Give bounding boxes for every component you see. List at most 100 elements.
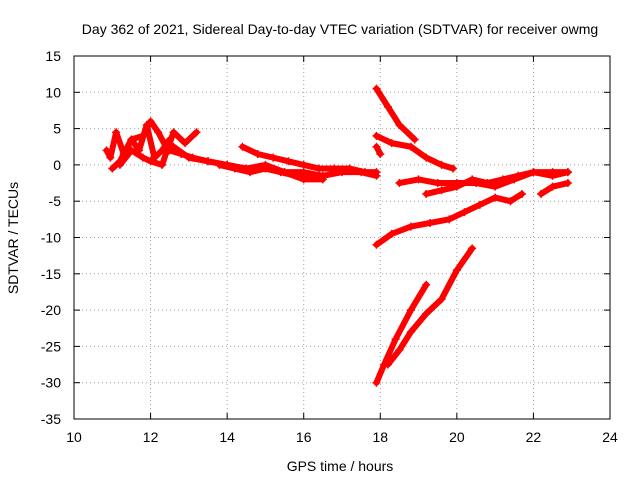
data-series (372, 189, 526, 249)
data-point (169, 128, 178, 137)
data-point (230, 164, 239, 173)
data-point (372, 168, 381, 177)
data-point (452, 182, 461, 191)
data-series (422, 168, 572, 198)
tick-labels: 10 12 14 16 18 20 22 24 -35 -30 -25 -20 -15 -10 -5 0 5 10… (41, 48, 618, 445)
x-tick-label: 16 (296, 429, 312, 445)
data-point (391, 335, 400, 344)
x-tick-label: 10 (66, 429, 82, 445)
data-point (261, 164, 270, 173)
series-layer (102, 84, 572, 387)
data-point (422, 280, 431, 289)
x-axis-label: GPS time / hours (287, 458, 394, 474)
data-point (387, 229, 396, 238)
series-trace (538, 180, 571, 197)
data-series (165, 146, 381, 180)
y-tick-label: -10 (41, 230, 61, 246)
x-tick-label: 14 (219, 429, 235, 445)
data-point (506, 197, 515, 206)
data-point (483, 179, 492, 188)
y-tick-label: 5 (53, 121, 61, 137)
data-point (548, 182, 557, 191)
data-point (422, 189, 431, 198)
data-point (360, 168, 369, 177)
data-point (475, 200, 484, 209)
series-trace (373, 190, 525, 248)
data-point (376, 150, 385, 159)
data-point (529, 168, 538, 177)
data-point (315, 164, 324, 173)
data-point (406, 222, 415, 231)
data-point (154, 128, 163, 137)
data-series (537, 179, 572, 198)
series-trace (116, 129, 200, 168)
data-point (307, 171, 316, 180)
data-point (387, 139, 396, 148)
data-point (330, 164, 339, 173)
data-point (437, 186, 446, 195)
data-point (548, 171, 557, 180)
data-point (437, 295, 446, 304)
data-point (422, 309, 431, 318)
data-point (449, 164, 458, 173)
data-series (372, 84, 419, 144)
data-point (491, 193, 500, 202)
y-axis-label: SDTVAR / TECUs (5, 182, 21, 294)
data-point (238, 142, 247, 151)
data-point (292, 171, 301, 180)
x-tick-label: 20 (449, 429, 465, 445)
data-point (146, 117, 155, 126)
data-point (318, 175, 327, 184)
data-point (372, 84, 381, 93)
data-point (269, 153, 278, 162)
data-point (127, 135, 136, 144)
data-point (115, 160, 124, 169)
data-point (426, 218, 435, 227)
data-point (445, 215, 454, 224)
data-series (372, 131, 458, 173)
data-series (115, 128, 201, 169)
data-point (468, 175, 477, 184)
data-point (372, 142, 381, 151)
data-point (102, 146, 111, 155)
data-point (184, 153, 193, 162)
data-point (108, 164, 117, 173)
data-point (106, 153, 115, 162)
y-tick-label: -30 (41, 375, 61, 391)
data-point (460, 208, 469, 217)
data-point (563, 168, 572, 177)
y-tick-label: -15 (41, 266, 61, 282)
data-point (215, 160, 224, 169)
data-point (146, 157, 155, 166)
x-tick-label: 22 (526, 429, 542, 445)
chart-title: Day 362 of 2021, Sidereal Day-to-day VTE… (82, 21, 598, 37)
y-tick-label: -25 (41, 338, 61, 354)
data-series (238, 142, 381, 177)
x-tick-label: 18 (372, 429, 388, 445)
data-point (414, 175, 423, 184)
data-point (498, 175, 507, 184)
data-series (383, 244, 477, 369)
data-point (395, 346, 404, 355)
data-point (383, 102, 392, 111)
data-point (422, 153, 431, 162)
data-point (514, 171, 523, 180)
y-tick-label: 0 (53, 157, 61, 173)
series-trace (373, 85, 418, 143)
data-point (372, 131, 381, 140)
grid (74, 56, 610, 419)
data-point (372, 378, 381, 387)
data-point (169, 142, 178, 151)
data-point (410, 135, 419, 144)
data-point (406, 306, 415, 315)
y-tick-label: -5 (49, 193, 62, 209)
data-point (299, 160, 308, 169)
data-point (345, 164, 354, 173)
data-point (537, 189, 546, 198)
y-tick-label: 15 (45, 48, 61, 64)
data-point (276, 168, 285, 177)
data-point (468, 244, 477, 253)
y-tick-label: -35 (41, 411, 61, 427)
data-point (395, 120, 404, 129)
